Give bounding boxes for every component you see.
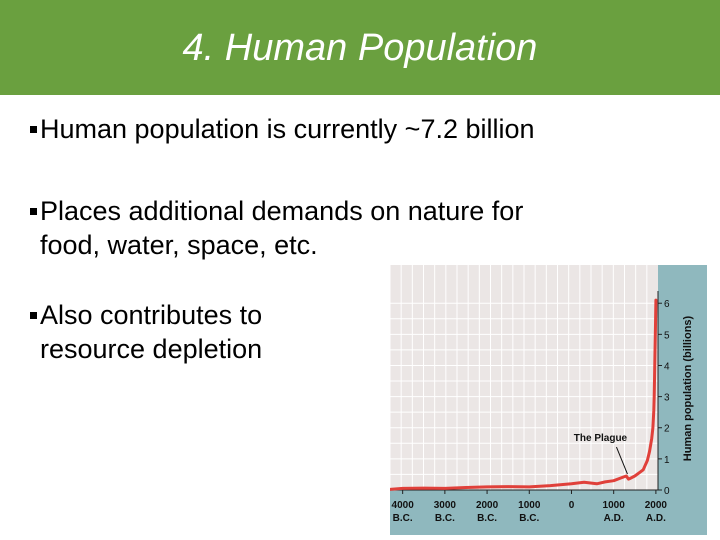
slide-title: 4. Human Population [182,27,538,69]
bullet-text: Human population is currently ~7.2 billi… [40,114,535,144]
bullet-marker-icon [30,126,37,133]
x-tick-label: 1000 [518,500,541,511]
y-tick-label: 1 [664,455,670,466]
bullet-text-continued: resource depletion [40,334,263,364]
x-tick-era-label: B.C. [435,513,455,524]
x-tick-label: 1000 [603,500,626,511]
annotation-label: The Plague [574,433,628,444]
x-tick-label: 4000 [392,500,415,511]
population-series-line [390,298,658,491]
y-tick-label: 0 [664,486,670,497]
bullet-marker-icon [30,208,37,215]
population-chart-svg: 0 1 2 3 4 5 6 Human population (billions) 4000 B.… [390,265,707,535]
population-chart: 0 1 2 3 4 5 6 Human population (billions) 4000 B.… [390,265,707,535]
x-tick-label: 0 [569,500,575,511]
title-bar: 4. Human Population [0,0,720,95]
x-tick-era-label: B.C. [519,513,539,524]
x-axis-strip [390,490,658,535]
x-tick-label: 3000 [434,500,457,511]
y-tick-label: 2 [664,424,670,435]
x-tick-era-label: A.D. [646,513,666,524]
y-axis-strip [658,265,707,535]
bullet-marker-icon [30,312,37,319]
y-tick-label: 3 [664,393,670,404]
y-tick-label: 6 [664,299,670,310]
y-axis-label: Human population (billions) [682,315,694,461]
x-tick-era-label: A.D. [604,513,624,524]
x-tick-label: 2000 [645,500,668,511]
y-tick-label: 5 [664,330,670,341]
x-tick-label: 2000 [476,500,499,511]
bullet-text: Places additional demands on nature for [40,196,524,226]
x-tick-era-label: B.C. [393,513,413,524]
bullet-text-continued: food, water, space, etc. [40,230,318,260]
bullet-text: Also contributes to [40,300,263,330]
y-tick-label: 4 [664,361,670,372]
annotation-pointer [615,446,628,475]
x-tick-era-label: B.C. [477,513,497,524]
